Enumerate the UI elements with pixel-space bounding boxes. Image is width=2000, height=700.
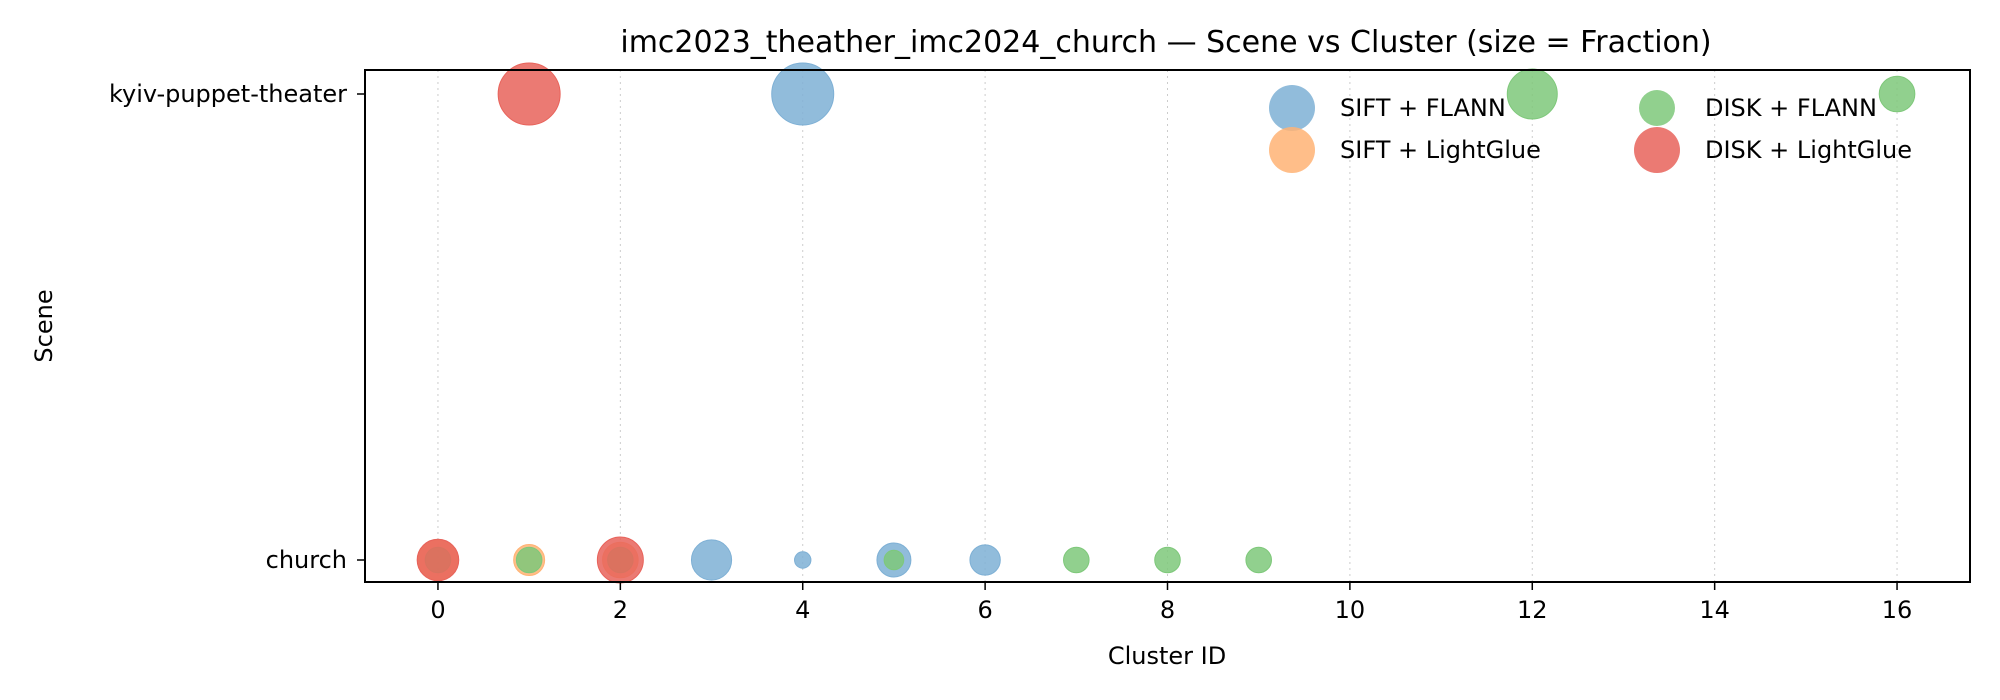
legend-item-sift-lightglue[interactable]: SIFT + LightGlue [1269, 127, 1541, 173]
y-axis: church kyiv-puppet-theater [109, 80, 365, 574]
point-sift-flann-1 [690, 539, 733, 581]
point-disk-flann-8 [1245, 546, 1272, 574]
x-tick-label: 0 [430, 596, 445, 624]
point-disk-flann-7 [1154, 546, 1181, 574]
point-disk-lightglue-2 [596, 536, 644, 584]
grid-lines [437, 70, 1898, 582]
y-axis-label: Scene [30, 289, 58, 362]
x-axis: 0 2 4 6 8 10 12 14 16 [430, 582, 1912, 624]
x-tick-label: 8 [1160, 596, 1175, 624]
y-tick-label: church [266, 546, 347, 574]
x-tick-label: 4 [795, 596, 810, 624]
point-disk-flann-3 [515, 546, 543, 574]
legend-label: SIFT + LightGlue [1340, 136, 1541, 164]
legend-item-disk-lightglue[interactable]: DISK + LightGlue [1634, 127, 1912, 173]
point-disk-flann-5 [883, 549, 905, 571]
legend-label: DISK + FLANN [1705, 94, 1877, 122]
x-tick-label: 10 [1335, 596, 1366, 624]
x-tick-label: 14 [1699, 596, 1730, 624]
legend-marker [1269, 127, 1315, 173]
point-disk-flann-1 [1878, 75, 1916, 113]
legend-marker [1634, 127, 1680, 173]
legend-label: DISK + LightGlue [1705, 136, 1912, 164]
y-tick-label: kyiv-puppet-theater [109, 80, 347, 108]
legend-item-sift-flann[interactable]: SIFT + FLANN [1269, 85, 1506, 131]
point-sift-flann-4 [969, 544, 1001, 576]
x-axis-label: Cluster ID [1108, 642, 1226, 670]
x-tick-label: 16 [1882, 596, 1913, 624]
legend[interactable]: SIFT + FLANN DISK + FLANN SIFT + LightGlue… [1269, 85, 1912, 173]
point-sift-flann-2 [794, 551, 812, 569]
legend-label: SIFT + FLANN [1340, 94, 1506, 122]
legend-marker [1639, 90, 1675, 126]
point-disk-lightglue-0 [497, 62, 561, 126]
point-disk-flann-0 [1506, 68, 1558, 120]
point-disk-flann-6 [1063, 546, 1090, 574]
x-tick-label: 2 [613, 596, 628, 624]
x-tick-label: 12 [1517, 596, 1548, 624]
x-tick-label: 6 [977, 596, 992, 624]
data-points [416, 62, 1916, 584]
legend-marker [1269, 85, 1315, 131]
chart-title: imc2023_theather_imc2024_church — Scene … [620, 25, 1711, 60]
point-disk-lightglue-1 [416, 538, 460, 582]
point-sift-flann-0 [771, 62, 835, 126]
legend-item-disk-flann[interactable]: DISK + FLANN [1639, 90, 1877, 126]
